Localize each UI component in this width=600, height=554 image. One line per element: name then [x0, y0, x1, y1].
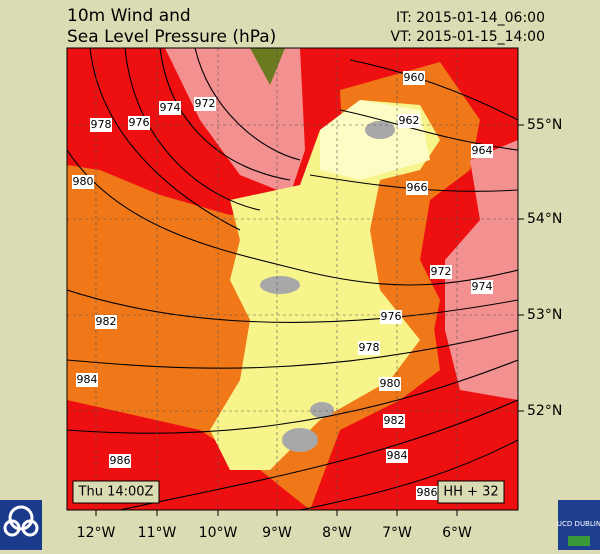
isobar-label: 980 — [73, 175, 94, 188]
init-time: IT: 2015-01-14_06:00 — [396, 10, 545, 26]
lon-label: 8°W — [322, 525, 352, 541]
isobar-label: 966 — [407, 181, 428, 194]
isobar-label: 964 — [472, 144, 493, 157]
isobar-label-box — [386, 449, 408, 463]
isobar-label: 976 — [381, 310, 402, 323]
isobar-label-box — [379, 377, 401, 391]
isobar-label: 984 — [387, 449, 408, 462]
isobar — [349, 59, 518, 121]
lon-label: 7°W — [382, 525, 412, 541]
calm-patch — [282, 428, 318, 452]
title-line: Sea Level Pressure (hPa) — [67, 27, 276, 47]
isobar — [194, 48, 301, 161]
isobar-label: 984 — [77, 373, 98, 386]
lon-label: 6°W — [442, 525, 472, 541]
lat-label: 52°N — [527, 403, 562, 419]
isobar-label: 974 — [160, 101, 181, 114]
isobar-label: 960 — [404, 71, 425, 84]
isobar — [124, 48, 261, 211]
time-box — [72, 480, 160, 504]
isobar-label: 978 — [91, 118, 112, 131]
left-logo — [0, 500, 42, 550]
title-line: 10m Wind and — [67, 6, 191, 26]
lon-label: 11°W — [138, 525, 177, 541]
isobar-label: 974 — [472, 280, 493, 293]
isobar-label: 962 — [399, 114, 420, 127]
isobar-label: 980 — [380, 377, 401, 390]
isobar — [119, 399, 518, 510]
isobar-label: 986 — [417, 486, 438, 499]
isobar-label: 972 — [431, 265, 452, 278]
calm-patch — [260, 276, 300, 294]
lon-label: 9°W — [262, 525, 292, 541]
graticule — [67, 48, 518, 510]
isobar-label-box — [416, 486, 438, 500]
lat-label: 55°N — [527, 117, 562, 133]
isobar-label-box — [95, 315, 117, 329]
isobar — [299, 439, 518, 510]
map-frame — [66, 47, 519, 511]
map: 978 976 974 972 960 962 964 966 980 972 974 976 982 9… — [67, 48, 518, 510]
lead-time: HH + 32 — [443, 485, 498, 500]
isobar-label: 982 — [384, 414, 405, 427]
isobar-label: 976 — [129, 116, 150, 129]
isobar — [67, 289, 518, 323]
isobar-label-box — [398, 114, 420, 128]
isobar-label-box — [194, 97, 216, 111]
isobar — [159, 48, 291, 181]
isobar — [67, 149, 518, 286]
isobar-label-box — [430, 265, 452, 279]
lead-box — [437, 480, 505, 504]
isobar-label-box — [383, 414, 405, 428]
isobar-label-box — [380, 310, 402, 324]
isobar-label-box — [72, 175, 94, 189]
isobar-label: 986 — [110, 454, 131, 467]
isobar-label: 978 — [359, 341, 380, 354]
lat-label: 54°N — [527, 211, 562, 227]
isobar-label: 982 — [96, 315, 117, 328]
isobar — [67, 359, 518, 434]
logo-text: UCD DUBLIN — [557, 520, 600, 528]
isobar-label-box — [109, 454, 131, 468]
isobar — [67, 329, 518, 369]
isobar — [89, 48, 241, 231]
lat-label: 53°N — [527, 307, 562, 323]
lon-label: 10°W — [199, 525, 238, 541]
isobar-label-box — [403, 71, 425, 85]
isobar-label-box — [358, 341, 380, 355]
isobar-label-box — [128, 116, 150, 130]
valid-time: VT: 2015-01-15_14:00 — [391, 29, 545, 45]
lon-label: 12°W — [77, 525, 116, 541]
calm-patch — [310, 402, 334, 418]
calm-patch — [365, 121, 395, 139]
right-logo: UCD DUBLIN — [557, 500, 600, 550]
isobar-label: 972 — [195, 97, 216, 110]
isobar-label-box — [406, 181, 428, 195]
wind-zone — [250, 48, 285, 85]
valid-day-time: Thu 14:00Z — [78, 485, 154, 500]
isobar-label-box — [471, 280, 493, 294]
isobar-label-box — [159, 101, 181, 115]
isobar-label-box — [471, 144, 493, 158]
isobar-label-box — [76, 373, 98, 387]
isobar-label-box — [90, 118, 112, 132]
